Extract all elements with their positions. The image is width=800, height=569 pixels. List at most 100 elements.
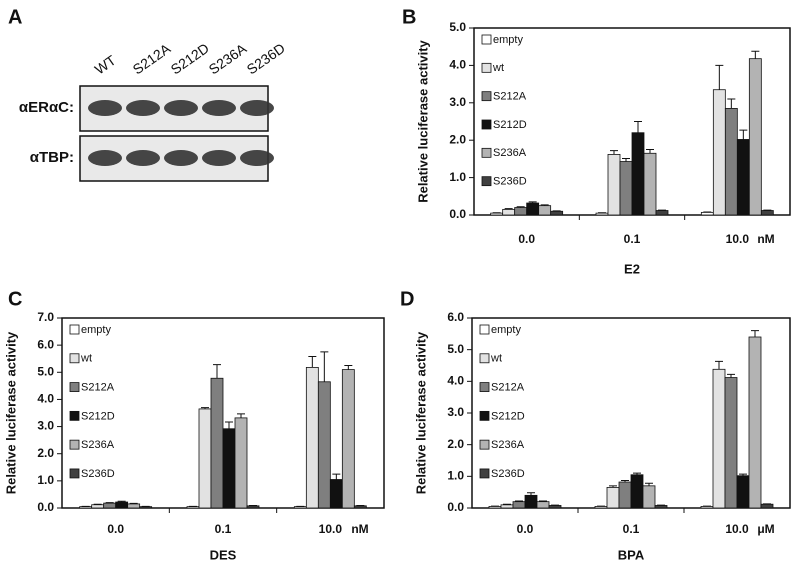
x-tick-label: 10.0 <box>725 522 749 536</box>
legend-swatch <box>480 325 489 334</box>
error-bar <box>106 503 114 504</box>
bar <box>211 378 223 508</box>
bar <box>761 211 773 215</box>
error-bar <box>727 374 735 377</box>
legend-label: S236D <box>493 176 527 188</box>
error-bar <box>634 122 642 133</box>
bar <box>318 382 330 508</box>
bar <box>306 367 318 508</box>
panel-label: D <box>400 288 414 310</box>
legend-label: empty <box>81 324 111 336</box>
blot-band <box>240 100 274 116</box>
legend-swatch <box>480 469 489 478</box>
legend-swatch <box>482 35 491 44</box>
y-tick-label: 1.0 <box>447 469 464 483</box>
legend-label: S236A <box>493 147 527 159</box>
y-tick-label: 1.0 <box>449 170 466 184</box>
error-bar <box>225 422 233 429</box>
bar <box>92 505 104 508</box>
legend-label: S212A <box>81 381 115 393</box>
bar <box>725 378 737 508</box>
bar <box>713 90 725 215</box>
lane-label: S212D <box>168 40 212 78</box>
y-tick-label: 1.0 <box>37 473 54 487</box>
legend-label: wt <box>492 62 504 74</box>
legend-label: S212A <box>493 91 527 103</box>
x-tick-label: 10.0 <box>726 232 750 246</box>
lane-label: S236D <box>244 40 288 78</box>
bar <box>596 213 608 215</box>
error-bar <box>332 474 340 479</box>
y-tick-label: 4.0 <box>449 58 466 72</box>
bar <box>527 203 539 215</box>
row-label: αERαC: <box>19 99 74 116</box>
bar <box>223 429 235 508</box>
legend-swatch <box>482 148 491 157</box>
bar <box>643 486 655 508</box>
blot-band <box>202 100 236 116</box>
bar <box>489 506 501 508</box>
error-bar <box>751 331 759 337</box>
bar <box>551 211 563 215</box>
unit-label: nM <box>351 522 368 536</box>
bar <box>713 369 725 508</box>
bar <box>116 502 128 508</box>
row-label: αTBP: <box>30 149 74 166</box>
panel-label: A <box>8 6 22 28</box>
bar <box>354 506 366 508</box>
y-axis-label: Relative luciferase activity <box>415 39 430 202</box>
panel-label: B <box>402 6 416 28</box>
bar <box>104 503 116 508</box>
x-tick-label: 0.0 <box>518 232 535 246</box>
legend-swatch <box>482 177 491 186</box>
x-tick-label: 10.0 <box>319 522 343 536</box>
error-bar <box>646 150 654 154</box>
legend-label: S236A <box>81 439 115 451</box>
legend-swatch <box>70 383 79 392</box>
legend-label: S236D <box>491 468 525 480</box>
blot-band <box>164 100 198 116</box>
lane-label: S236A <box>206 40 250 78</box>
bar <box>701 506 713 508</box>
legend-label: S236A <box>491 439 525 451</box>
error-bar <box>344 366 352 370</box>
bar <box>537 502 549 508</box>
error-bar <box>622 159 630 162</box>
bar <box>761 504 773 508</box>
bar <box>199 409 211 508</box>
error-bar <box>739 130 747 139</box>
y-tick-label: 6.0 <box>447 310 464 324</box>
unit-label: nM <box>757 232 774 246</box>
blot-band <box>126 100 160 116</box>
bar <box>701 212 713 215</box>
bar <box>632 133 644 215</box>
legend-label: S212D <box>81 410 115 422</box>
legend-swatch <box>482 120 491 129</box>
bar <box>235 418 247 508</box>
y-axis-label: Relative luciferase activity <box>3 331 18 494</box>
bar <box>644 153 656 215</box>
legend-swatch <box>70 325 79 334</box>
x-axis-label: E2 <box>624 261 640 276</box>
error-bar <box>237 414 245 418</box>
y-tick-label: 3.0 <box>449 95 466 109</box>
legend-label: S212A <box>491 381 525 393</box>
x-axis-label: DES <box>210 547 237 562</box>
legend-label: wt <box>490 353 502 365</box>
y-tick-label: 0.0 <box>447 500 464 514</box>
y-tick-label: 2.0 <box>37 446 54 460</box>
bar <box>749 337 761 508</box>
legend-label: S212D <box>491 410 525 422</box>
bar <box>515 208 527 215</box>
error-bar <box>715 361 723 369</box>
lane-label: S212A <box>130 40 174 78</box>
bar <box>503 209 515 215</box>
y-tick-label: 0.0 <box>37 500 54 514</box>
blot-band <box>126 150 160 166</box>
legend-swatch <box>480 383 489 392</box>
blot-band <box>88 100 122 116</box>
bar <box>539 206 551 215</box>
blot-band <box>202 150 236 166</box>
error-bar <box>727 99 735 108</box>
